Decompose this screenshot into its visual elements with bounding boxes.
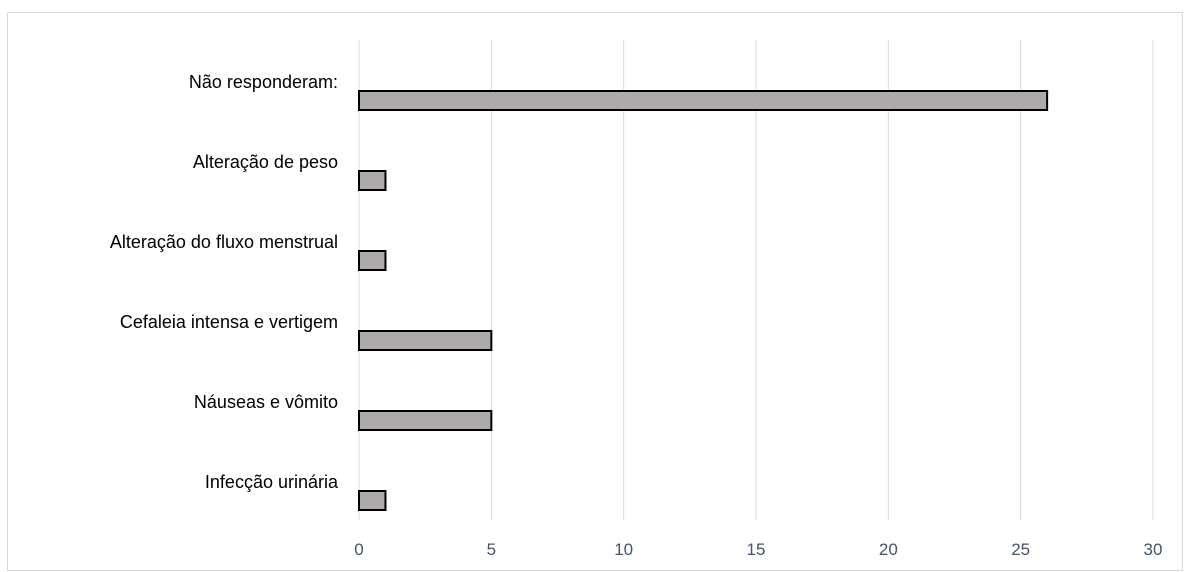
x-tick-label: 30 [1144, 540, 1163, 559]
category-label: Alteração de peso [193, 152, 338, 172]
category-label: Náuseas e vômito [194, 392, 338, 412]
bar [358, 250, 387, 271]
x-tick-label: 5 [487, 540, 496, 559]
gridlines [358, 40, 1154, 520]
x-tick-label: 20 [879, 540, 898, 559]
bar [358, 170, 387, 191]
bar [358, 90, 1049, 111]
x-tick-label: 10 [614, 540, 633, 559]
category-label: Não responderam: [189, 72, 338, 92]
x-tick-label: 25 [1011, 540, 1030, 559]
x-axis-tick-labels: 0 5 10 15 20 25 30 [354, 540, 1162, 559]
bar [358, 410, 493, 431]
category-label: Infecção urinária [205, 472, 339, 492]
category-labels: Não responderam: Alteração de peso Alteraç… [110, 72, 339, 492]
bar [358, 490, 387, 511]
x-tick-label: 15 [747, 540, 766, 559]
x-tick-label: 0 [354, 540, 363, 559]
bar [358, 330, 493, 351]
category-label: Cefaleia intensa e vertigem [120, 312, 338, 332]
bars [358, 90, 1049, 511]
category-label: Alteração do fluxo menstrual [110, 232, 338, 252]
